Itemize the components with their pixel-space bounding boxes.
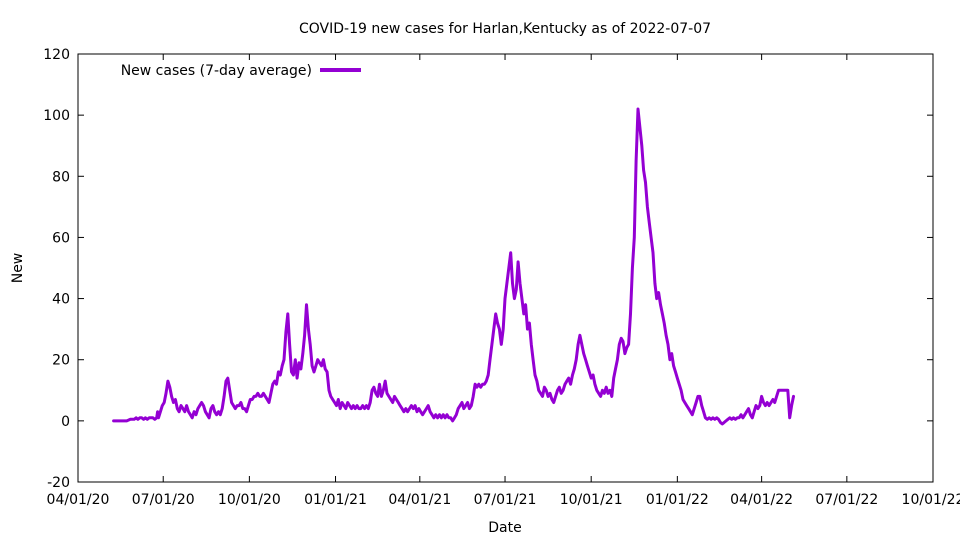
y-tick-label: 80 bbox=[52, 169, 70, 185]
y-tick-label: 40 bbox=[52, 292, 70, 308]
y-tick-label: -20 bbox=[47, 475, 70, 491]
y-tick-labels: -20 0 20 40 60 80 100 120 bbox=[43, 47, 70, 491]
x-tick-label: 04/01/21 bbox=[388, 492, 451, 508]
x-tick-label: 01/01/22 bbox=[646, 492, 709, 508]
y-tick-label: 0 bbox=[61, 414, 70, 430]
axis-ticks bbox=[77, 53, 934, 483]
x-tick-label: 10/01/20 bbox=[218, 492, 281, 508]
x-axis-title: Date bbox=[488, 520, 521, 536]
x-tick-labels: 04/01/20 07/01/20 10/01/20 01/01/21 04/01/21… bbox=[47, 492, 960, 508]
y-tick-label: 20 bbox=[52, 353, 70, 369]
x-tick-label: 01/01/21 bbox=[304, 492, 367, 508]
x-tick-label: 10/01/22 bbox=[902, 492, 960, 508]
y-tick-label: 120 bbox=[43, 47, 70, 63]
chart-title: COVID-19 new cases for Harlan,Kentucky a… bbox=[299, 21, 711, 37]
x-tick-label: 04/01/22 bbox=[730, 492, 793, 508]
legend: New cases (7-day average) bbox=[121, 63, 361, 79]
y-tick-label: 60 bbox=[52, 230, 70, 246]
y-tick-label: 100 bbox=[43, 108, 70, 124]
y-axis-title: New bbox=[10, 253, 26, 284]
plot-frame bbox=[77, 53, 934, 483]
x-tick-label: 07/01/20 bbox=[132, 492, 195, 508]
series-line-new-cases bbox=[112, 107, 795, 426]
legend-label-new-cases: New cases (7-day average) bbox=[121, 63, 312, 79]
x-tick-label: 10/01/21 bbox=[560, 492, 623, 508]
x-tick-label: 07/01/22 bbox=[815, 492, 878, 508]
x-tick-label: 04/01/20 bbox=[47, 492, 110, 508]
x-tick-label: 07/01/21 bbox=[474, 492, 537, 508]
